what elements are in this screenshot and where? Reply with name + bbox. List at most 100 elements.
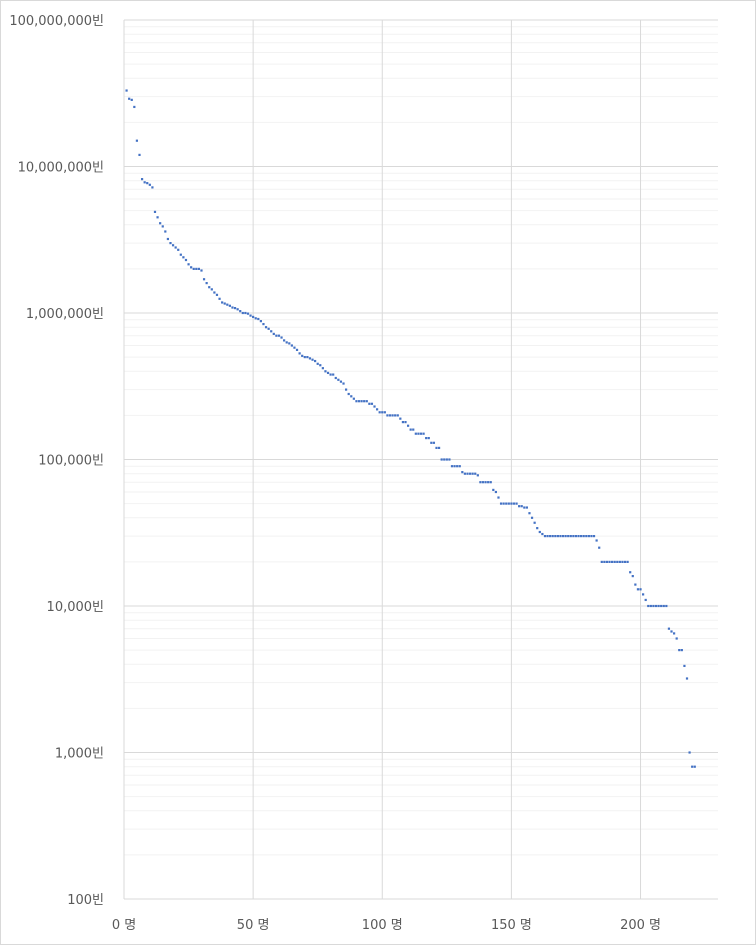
y-tick-label: 100,000빈 xyxy=(38,454,104,469)
data-point xyxy=(159,222,162,225)
data-point xyxy=(140,178,144,181)
data-point xyxy=(440,458,443,461)
data-point xyxy=(510,502,513,505)
y-tick-label: 100,000,000빈 xyxy=(9,14,104,29)
data-point xyxy=(515,502,518,505)
data-point xyxy=(567,535,570,538)
data-point xyxy=(223,302,226,305)
data-point xyxy=(365,400,368,403)
data-point xyxy=(262,322,265,326)
data-point xyxy=(133,105,136,109)
data-point xyxy=(437,446,441,449)
data-point xyxy=(264,326,268,329)
data-point xyxy=(370,402,374,405)
data-point xyxy=(259,320,262,323)
data-point xyxy=(636,588,640,591)
data-point xyxy=(463,472,466,475)
data-point xyxy=(257,317,260,321)
data-point xyxy=(654,604,658,608)
data-point xyxy=(484,481,487,484)
data-point xyxy=(153,210,157,213)
data-point xyxy=(388,414,392,417)
data-point xyxy=(443,458,446,461)
data-point xyxy=(518,505,521,508)
major-gridlines xyxy=(123,19,718,900)
data-point xyxy=(466,472,469,475)
data-point xyxy=(319,364,322,367)
data-point xyxy=(621,560,624,563)
data-point xyxy=(461,471,464,474)
data-point xyxy=(556,535,559,538)
data-point xyxy=(479,481,482,484)
data-point xyxy=(146,182,149,185)
data-point xyxy=(270,330,273,333)
data-point xyxy=(623,560,627,563)
data-point xyxy=(241,311,244,315)
data-point xyxy=(499,502,503,505)
data-point xyxy=(670,630,673,633)
data-point xyxy=(561,535,565,538)
data-point xyxy=(629,571,632,574)
data-point xyxy=(391,414,394,417)
data-point xyxy=(352,397,355,400)
data-point xyxy=(285,341,288,344)
data-point xyxy=(587,535,590,538)
data-point xyxy=(595,539,598,542)
data-point xyxy=(326,371,330,375)
data-point xyxy=(295,348,299,351)
data-point xyxy=(683,664,686,668)
data-point xyxy=(169,242,172,245)
data-point xyxy=(290,344,293,347)
data-point xyxy=(386,414,389,417)
data-point xyxy=(432,441,436,444)
data-point xyxy=(492,488,495,492)
data-point xyxy=(673,632,676,635)
minor-gridlines xyxy=(124,26,718,856)
data-point xyxy=(481,481,485,484)
data-point xyxy=(350,395,353,398)
data-point xyxy=(246,312,250,315)
data-point xyxy=(210,288,213,291)
data-point xyxy=(205,282,208,285)
data-point xyxy=(303,356,306,359)
data-point xyxy=(197,267,200,270)
data-point xyxy=(611,560,614,563)
data-point xyxy=(143,181,146,184)
x-tick-label: 50 명 xyxy=(237,918,270,933)
data-point xyxy=(275,334,278,337)
data-point xyxy=(538,530,541,534)
data-point xyxy=(399,417,402,420)
data-point xyxy=(417,432,420,435)
y-tick-label: 10,000,000빈 xyxy=(18,161,104,176)
data-point xyxy=(665,604,668,608)
data-point xyxy=(164,230,167,233)
data-point xyxy=(267,327,270,330)
data-point xyxy=(652,604,655,608)
data-point xyxy=(182,256,185,259)
data-point xyxy=(577,535,580,538)
data-point xyxy=(425,436,428,440)
data-point xyxy=(345,388,348,391)
data-point xyxy=(161,225,164,228)
x-tick-label: 100 명 xyxy=(362,918,403,933)
data-point xyxy=(156,216,159,219)
data-point xyxy=(239,310,242,313)
data-point xyxy=(688,751,691,754)
data-point xyxy=(647,604,650,608)
data-point xyxy=(693,765,696,768)
data-point xyxy=(363,400,366,403)
data-point xyxy=(497,496,500,499)
data-point xyxy=(394,414,397,417)
data-point xyxy=(520,505,523,508)
data-point xyxy=(314,359,317,363)
y-tick-label: 1,000빈 xyxy=(55,747,104,762)
data-point xyxy=(657,604,660,608)
data-point xyxy=(138,153,141,156)
data-point xyxy=(202,278,206,281)
y-tick-label: 100빈 xyxy=(67,893,104,908)
data-point xyxy=(329,373,332,376)
data-point xyxy=(494,490,497,494)
data-point xyxy=(381,411,384,414)
